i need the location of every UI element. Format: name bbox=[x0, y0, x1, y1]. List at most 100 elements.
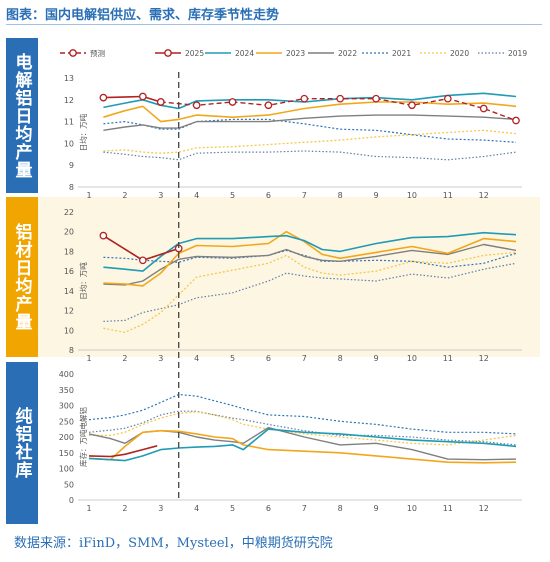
source-note: 数据来源：iFinD，SMM，Mysteel，中粮期货研究院 bbox=[14, 536, 333, 551]
x-tick-label: 6 bbox=[266, 354, 271, 363]
series-line-预测 bbox=[103, 235, 179, 261]
y-tick-label: 10 bbox=[64, 326, 74, 335]
panel-band-orange bbox=[38, 197, 540, 357]
x-tick-label: 6 bbox=[266, 191, 271, 200]
series-marker-预测 bbox=[228, 98, 237, 106]
series-marker-预测 bbox=[479, 104, 488, 113]
series-line-2019 bbox=[103, 262, 517, 322]
x-tick-label: 5 bbox=[230, 504, 235, 513]
x-tick-label: 10 bbox=[407, 191, 417, 200]
x-tick-label: 10 bbox=[407, 354, 417, 363]
y-tick-label: 150 bbox=[59, 449, 74, 458]
series-marker-2025 bbox=[138, 92, 147, 101]
legend-label-预测: 预测 bbox=[90, 48, 105, 58]
legend-label-2020: 2020 bbox=[450, 49, 469, 58]
series-line-2024 bbox=[88, 428, 517, 462]
series-line-2023 bbox=[103, 101, 517, 123]
x-tick-label: 11 bbox=[443, 191, 453, 200]
legend-label-2024: 2024 bbox=[235, 49, 254, 58]
series-line-2021 bbox=[88, 393, 517, 435]
x-tick-label: 7 bbox=[302, 191, 307, 200]
y-tick-label: 100 bbox=[59, 465, 74, 474]
x-tick-label: 9 bbox=[374, 354, 379, 363]
x-tick-label: 5 bbox=[230, 191, 235, 200]
x-tick-label: 11 bbox=[443, 354, 453, 363]
y-tick-label: 12 bbox=[64, 307, 74, 316]
y-tick-label: 300 bbox=[59, 402, 74, 411]
series-line-2025 bbox=[88, 445, 158, 458]
x-tick-label: 4 bbox=[194, 191, 199, 200]
series-marker-预测 bbox=[443, 94, 452, 103]
series-marker-预测 bbox=[192, 101, 201, 110]
series-line-2021 bbox=[103, 118, 517, 143]
series-marker-预测 bbox=[99, 231, 108, 240]
y-tick-label: 14 bbox=[64, 287, 74, 296]
x-tick-label: 10 bbox=[407, 504, 417, 513]
series-marker-2025 bbox=[99, 93, 108, 102]
x-tick-label: 2 bbox=[122, 354, 127, 363]
y-tick-label: 22 bbox=[64, 208, 74, 217]
x-tick-label: 6 bbox=[266, 504, 271, 513]
x-tick-label: 7 bbox=[302, 504, 307, 513]
y-tick-label: 16 bbox=[64, 267, 74, 276]
side-label-supply-text: 电解铝日均产量 bbox=[11, 52, 32, 179]
series-line-2022 bbox=[103, 243, 517, 286]
x-tick-label: 12 bbox=[479, 354, 489, 363]
legend-label-2022: 2022 bbox=[338, 49, 357, 58]
y-tick-label: 50 bbox=[64, 480, 74, 489]
title-divider bbox=[6, 24, 542, 25]
x-tick-label: 11 bbox=[443, 504, 453, 513]
series-line-2020 bbox=[103, 129, 517, 154]
y-tick-label: 400 bbox=[59, 370, 74, 379]
series-marker-预测 bbox=[300, 94, 309, 103]
x-tick-label: 4 bbox=[194, 504, 199, 513]
series-marker-预测 bbox=[156, 98, 165, 106]
series-marker-预测 bbox=[264, 101, 273, 110]
x-tick-label: 8 bbox=[338, 191, 343, 200]
y-tick-label: 11 bbox=[64, 118, 74, 127]
series-line-2025 bbox=[102, 235, 179, 262]
legend-label-2025: 2025 bbox=[185, 49, 204, 58]
x-tick-label: 8 bbox=[338, 504, 343, 513]
y-axis-label: 日均：万吨 bbox=[78, 113, 88, 151]
y-tick-label: 0 bbox=[69, 496, 74, 505]
legend-marker-2025 bbox=[164, 49, 172, 57]
series-line-2022 bbox=[103, 114, 517, 131]
y-axis-label: 日均：万吨 bbox=[78, 262, 88, 300]
x-tick-label: 8 bbox=[338, 354, 343, 363]
x-tick-label: 2 bbox=[122, 504, 127, 513]
y-tick-label: 13 bbox=[64, 74, 74, 83]
series-line-2023 bbox=[88, 429, 517, 464]
series-marker-预测 bbox=[138, 256, 147, 265]
series-marker-预测 bbox=[372, 94, 380, 103]
chart-title: 图表：国内电解铝供应、需求、库存季节性走势 bbox=[6, 8, 280, 23]
series-marker-预测 bbox=[512, 116, 520, 125]
x-tick-label: 1 bbox=[86, 354, 91, 363]
x-tick-label: 2 bbox=[122, 191, 127, 200]
series-line-2019 bbox=[103, 150, 517, 161]
y-tick-label: 250 bbox=[59, 417, 74, 426]
side-label-inventory: 纯铝社库 bbox=[6, 362, 38, 524]
series-line-2020 bbox=[103, 251, 517, 333]
y-tick-label: 350 bbox=[59, 386, 74, 395]
y-tick-label: 10 bbox=[64, 139, 74, 148]
legend-label-2021: 2021 bbox=[392, 49, 411, 58]
series-line-2023 bbox=[103, 230, 517, 287]
x-tick-label: 1 bbox=[86, 504, 91, 513]
x-tick-label: 12 bbox=[479, 504, 489, 513]
x-tick-label: 4 bbox=[194, 354, 199, 363]
legend-marker-forecast bbox=[69, 49, 77, 57]
y-tick-label: 8 bbox=[69, 183, 74, 192]
legend-label-2023: 2023 bbox=[286, 49, 305, 58]
side-label-supply: 电解铝日均产量 bbox=[6, 38, 38, 193]
side-label-inventory-text: 纯铝社库 bbox=[11, 407, 32, 479]
x-tick-label: 3 bbox=[158, 504, 163, 513]
x-tick-label: 3 bbox=[158, 191, 163, 200]
series-marker-预测 bbox=[408, 101, 416, 110]
y-tick-label: 18 bbox=[64, 247, 74, 256]
series-line-2021 bbox=[103, 249, 517, 268]
y-tick-label: 8 bbox=[69, 346, 74, 355]
legend-label-2019: 2019 bbox=[508, 49, 527, 58]
side-label-demand: 铝材日均产量 bbox=[6, 197, 38, 357]
